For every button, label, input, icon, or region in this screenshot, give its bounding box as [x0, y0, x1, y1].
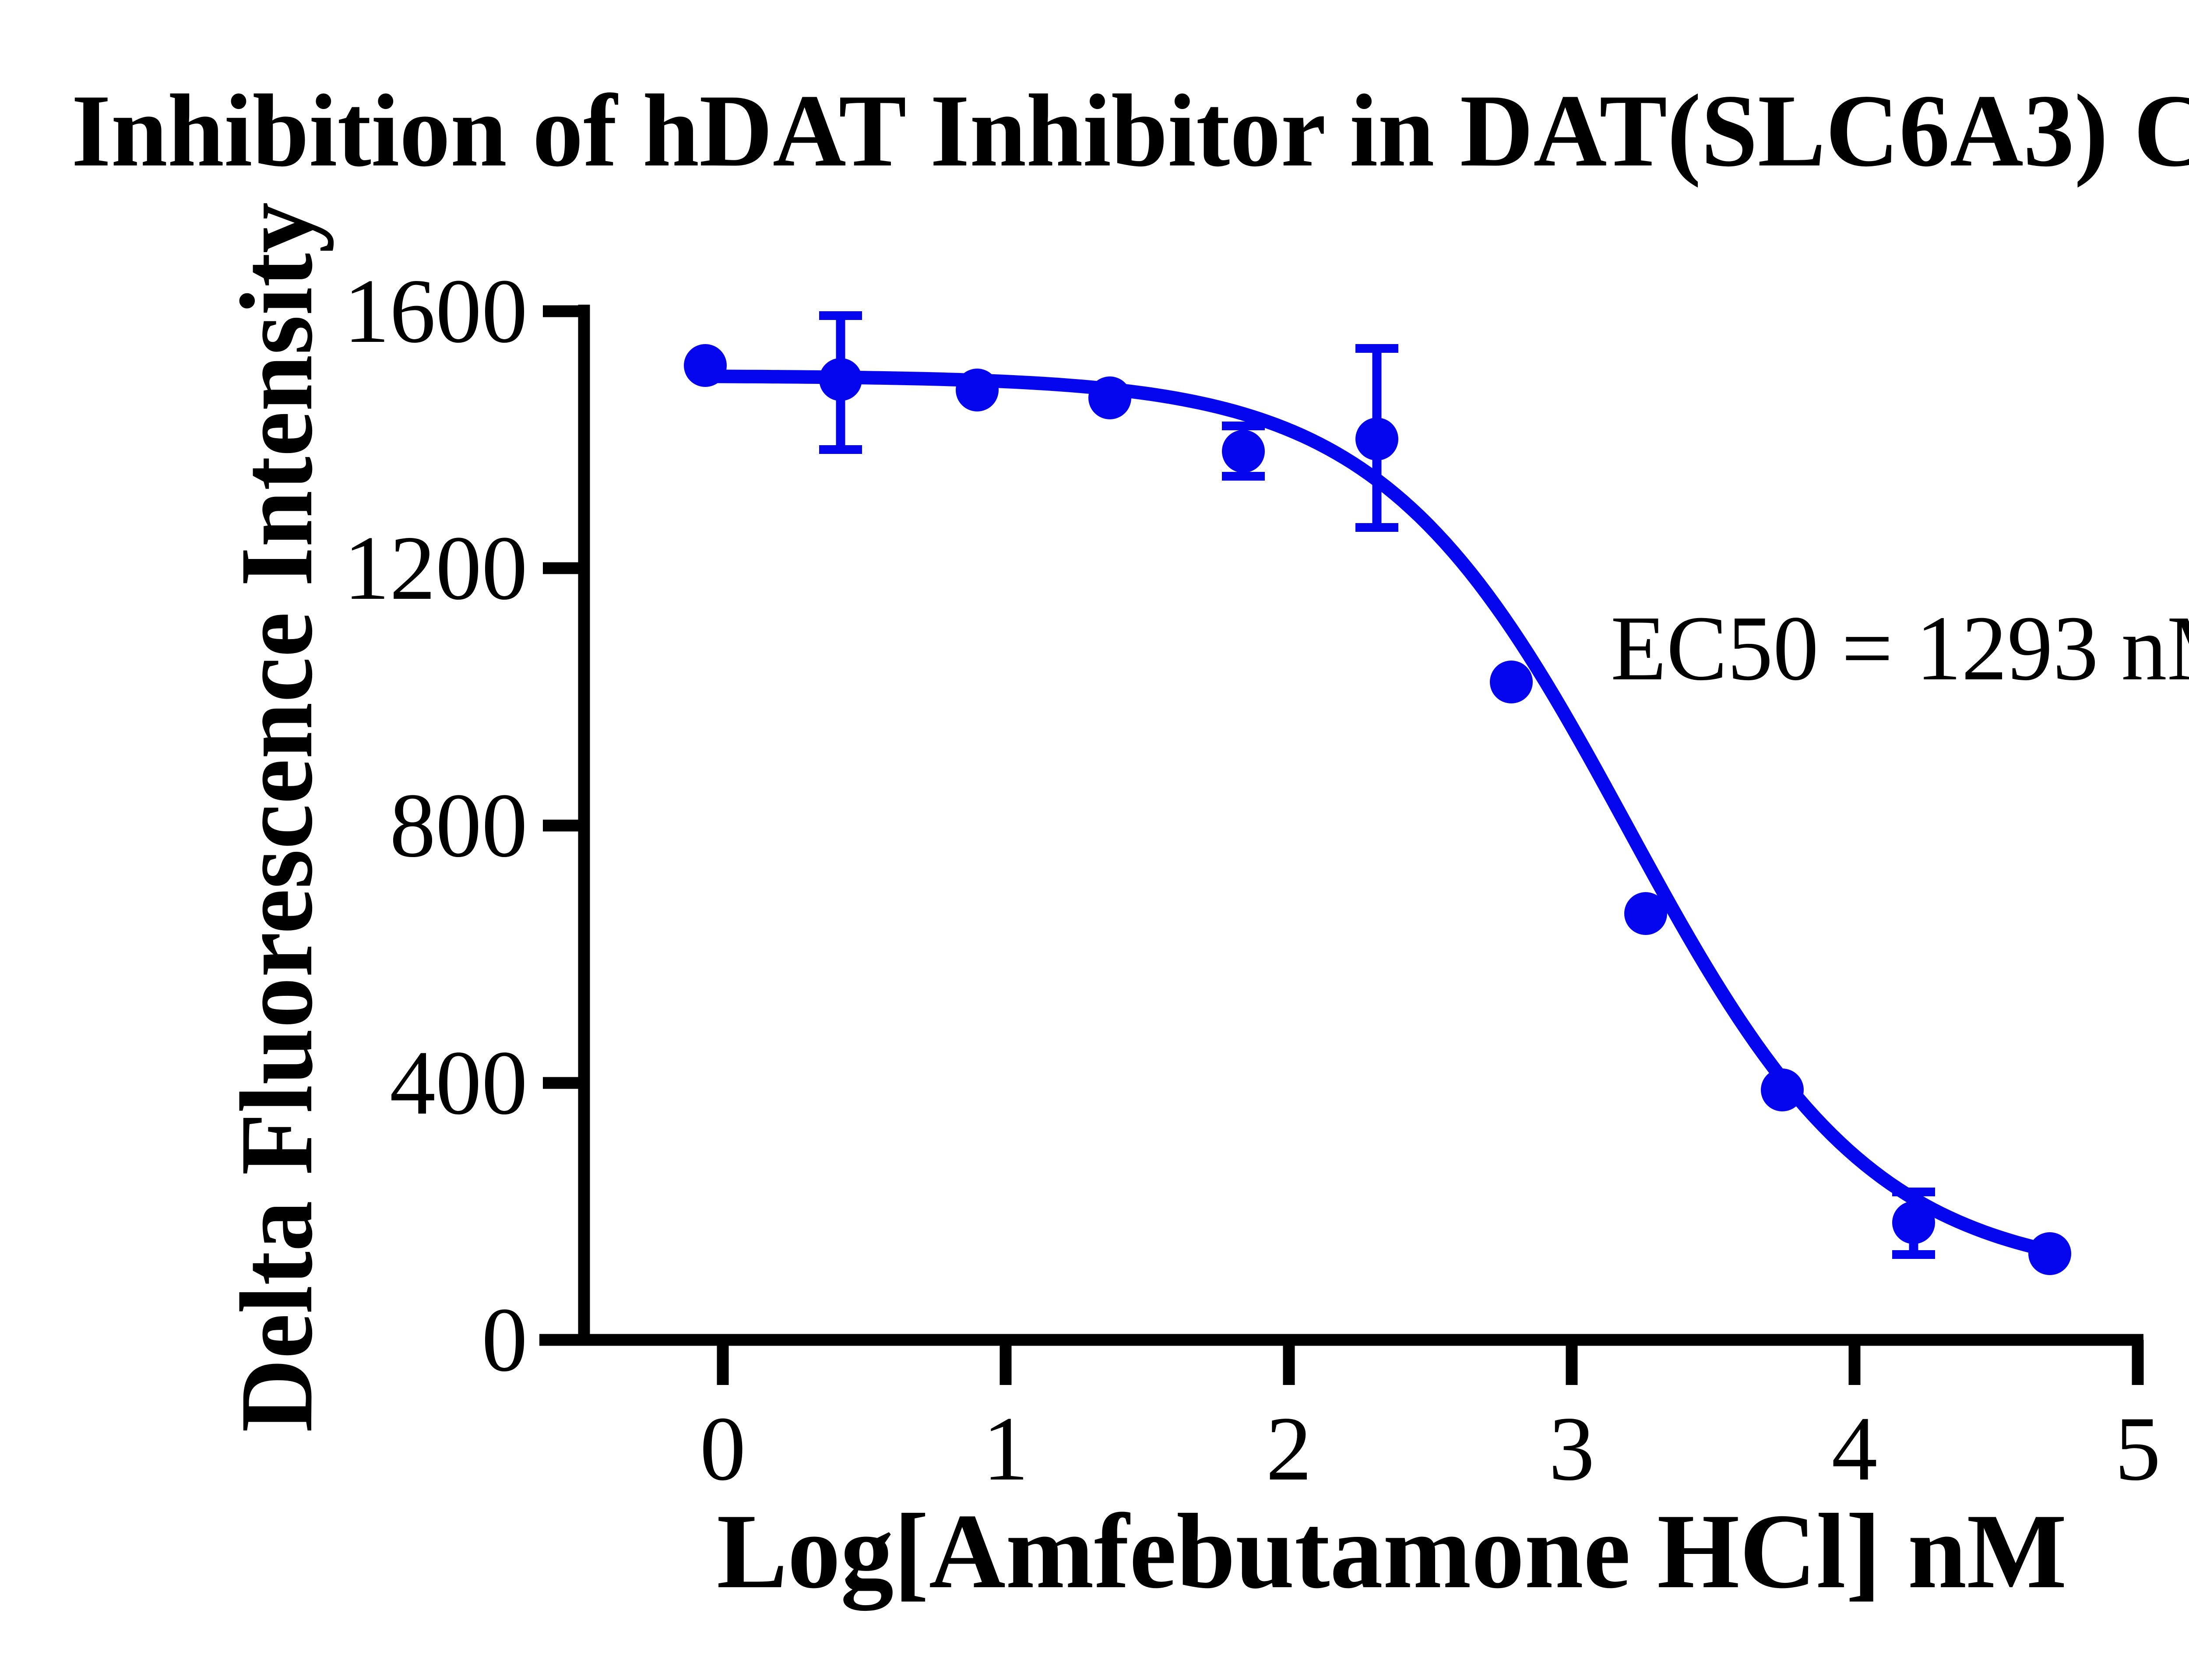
svg-text:0: 0: [700, 1398, 746, 1500]
svg-text:Log[Amfebutamone HCl] nM: Log[Amfebutamone HCl] nM: [717, 1492, 2067, 1611]
svg-text:800: 800: [390, 775, 528, 876]
svg-text:3: 3: [1549, 1398, 1595, 1500]
svg-text:0: 0: [482, 1289, 528, 1391]
svg-text:Delta Fluorescence Intensity: Delta Fluorescence Intensity: [219, 202, 334, 1432]
svg-text:1600: 1600: [344, 260, 528, 362]
svg-text:4: 4: [1832, 1398, 1878, 1500]
svg-text:1200: 1200: [344, 517, 528, 619]
svg-text:Inhibition of hDAT Inhibitor i: Inhibition of hDAT Inhibitor in DAT(SLC6…: [71, 74, 2189, 188]
svg-text:1: 1: [983, 1398, 1029, 1500]
svg-text:5: 5: [2115, 1398, 2161, 1500]
svg-text:2: 2: [1266, 1398, 1312, 1500]
svg-text:400: 400: [390, 1032, 528, 1134]
svg-text:EC50 = 1293 nM: EC50 = 1293 nM: [1611, 597, 2189, 699]
